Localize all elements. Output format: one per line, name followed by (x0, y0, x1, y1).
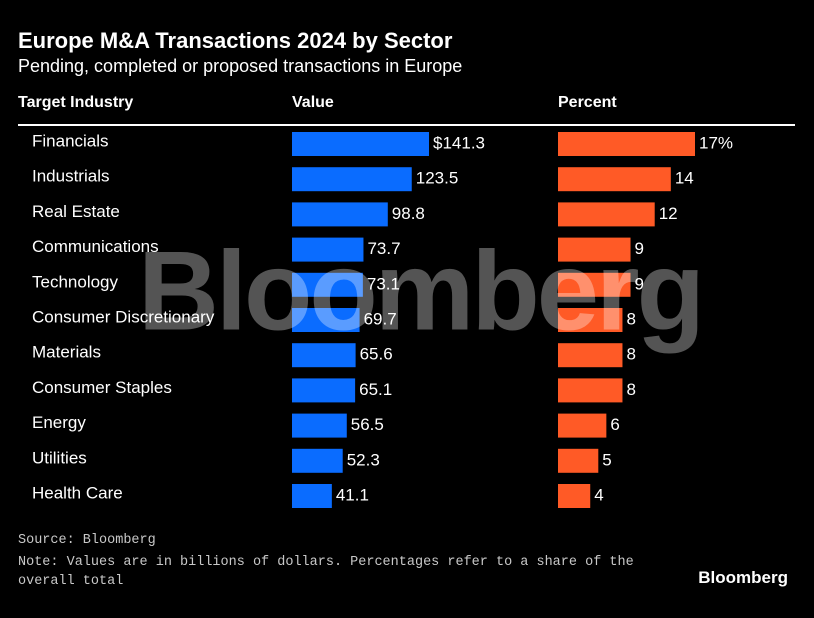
bar (292, 378, 356, 403)
column-header: Value (292, 94, 334, 111)
bar (292, 308, 360, 332)
bar (558, 308, 623, 332)
value-label: 41.1 (336, 485, 369, 504)
column-header: Percent (558, 94, 617, 111)
bar (292, 343, 356, 368)
column-header: Target Industry (18, 94, 134, 111)
value-label: 4 (594, 485, 603, 504)
category-label: Financials (32, 131, 109, 150)
category-label: Industrials (32, 167, 109, 186)
bar (292, 413, 347, 438)
watermark: Bloomberg (138, 229, 702, 354)
category-label: Technology (32, 272, 119, 291)
category-label: Consumer Staples (32, 378, 172, 397)
value-label: 98.8 (392, 204, 425, 223)
value-label: $141.3 (433, 133, 485, 152)
header-rule (18, 124, 795, 126)
value-label: 14 (675, 169, 694, 188)
value-label: 52.3 (347, 450, 380, 469)
bar (558, 272, 631, 297)
bar (558, 448, 599, 473)
value-label: 8 (626, 309, 635, 328)
value-label: 17% (699, 133, 733, 152)
chart-subtitle: Pending, completed or proposed transacti… (18, 56, 463, 76)
value-label: 12 (659, 204, 678, 223)
value-label: 56.5 (351, 415, 384, 434)
value-label: 8 (626, 345, 635, 364)
value-label: 65.6 (360, 345, 393, 364)
value-label: 9 (635, 239, 644, 258)
bar (558, 202, 655, 227)
value-label: 123.5 (416, 169, 459, 188)
bar (558, 484, 591, 508)
bar (292, 132, 429, 156)
bar (558, 413, 607, 438)
category-label: Energy (32, 413, 86, 432)
bar (292, 237, 364, 262)
note: Note: Values are in billions of dollars.… (18, 555, 634, 589)
category-label: Health Care (32, 483, 123, 502)
bar (558, 378, 623, 403)
bar (292, 202, 388, 227)
logo: Bloomberg (698, 568, 788, 587)
bar (558, 167, 671, 192)
bar (292, 484, 332, 508)
value-label: 65.1 (359, 380, 392, 399)
value-label: 73.1 (367, 274, 400, 293)
source: Source: Bloomberg (18, 533, 156, 548)
category-label: Utilities (32, 448, 87, 467)
value-label: 8 (626, 380, 635, 399)
chart-title: Europe M&A Transactions 2024 by Sector (18, 28, 453, 53)
category-label: Real Estate (32, 202, 120, 221)
bar (558, 343, 623, 368)
bar (292, 167, 412, 192)
bar (558, 132, 695, 156)
value-label: 69.7 (364, 309, 397, 328)
value-label: 5 (602, 450, 611, 469)
category-label: Consumer Discretionary (32, 307, 215, 326)
value-label: 9 (635, 274, 644, 293)
bar (558, 237, 631, 262)
value-label: 73.7 (367, 239, 400, 258)
category-label: Materials (32, 343, 101, 362)
value-label: 6 (610, 415, 619, 434)
category-label: Communications (32, 237, 159, 256)
bar (292, 448, 343, 473)
bar (292, 272, 363, 297)
